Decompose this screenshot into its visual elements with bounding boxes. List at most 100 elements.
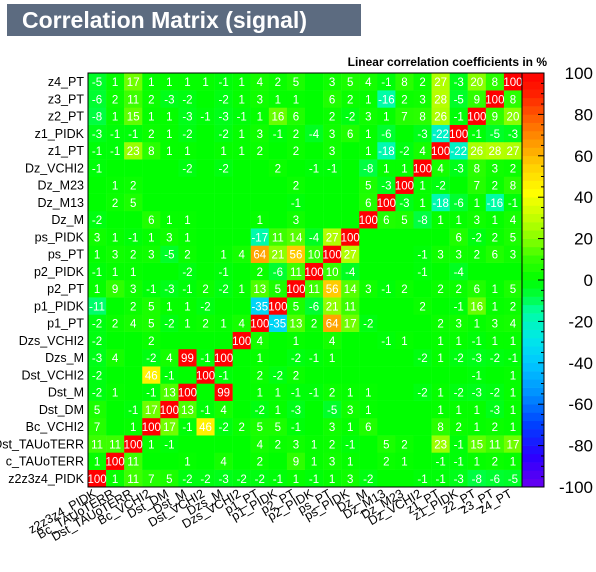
- heatmap-cell: [395, 349, 414, 367]
- heatmap-cell: [88, 469, 107, 488]
- heatmap-cell: [395, 73, 414, 91]
- heatmap-cell: [268, 262, 288, 281]
- cell-value-label: 26: [434, 112, 447, 124]
- cell-value-label: 1: [112, 181, 118, 193]
- cell-value-label: 1: [401, 336, 407, 348]
- heatmap-cell: [124, 314, 143, 332]
- heatmap-cell: [485, 159, 505, 177]
- heatmap-cell: [88, 297, 107, 315]
- heatmap-cell: [268, 400, 288, 419]
- heatmap-cell: [106, 262, 125, 281]
- heatmap-cell: [196, 331, 215, 350]
- cell-value-label: 3: [492, 319, 498, 331]
- heatmap-cell: [485, 349, 505, 367]
- heatmap-cell: [485, 314, 505, 332]
- cell-value-label: 1: [329, 353, 335, 365]
- colorbar-tick-label: -20: [568, 312, 593, 331]
- heatmap-cell: [160, 228, 179, 246]
- cell-value-label: -3: [454, 163, 464, 175]
- cell-value-label: -1: [237, 112, 247, 124]
- cell-value-label: 6: [293, 112, 299, 124]
- heatmap-cell: [232, 366, 251, 384]
- heatmap-cell: [359, 469, 378, 488]
- heatmap-cell: [305, 469, 324, 488]
- cell-value-label: 100: [124, 439, 143, 451]
- cell-value-label: -2: [182, 129, 192, 141]
- cell-value-label: 2: [112, 319, 118, 331]
- cell-value-label: 2: [437, 284, 443, 296]
- heatmap-cell: [323, 314, 342, 332]
- heatmap-cell: [268, 469, 288, 488]
- cell-value-label: 11: [489, 439, 501, 451]
- heatmap-cell: [196, 435, 215, 453]
- colorbar-band: [522, 371, 544, 380]
- cell-value-label: 2: [184, 250, 190, 262]
- heatmap-cell: [449, 211, 468, 229]
- heatmap-cell: [124, 331, 143, 350]
- heatmap-cell: [449, 176, 468, 194]
- heatmap-cell: [341, 469, 360, 488]
- colorbar-tick-label: 20: [574, 230, 593, 249]
- heatmap-cell: [359, 176, 378, 194]
- heatmap-cell: [341, 297, 360, 315]
- cell-value-label: 4: [510, 215, 517, 227]
- heatmap-cell: [88, 452, 107, 470]
- colorbar-band: [522, 354, 544, 364]
- heatmap-cell: [395, 262, 414, 281]
- heatmap-cell: [142, 314, 161, 332]
- heatmap-cell: [268, 435, 288, 453]
- cell-value-label: -2: [200, 474, 210, 486]
- heatmap-cell: [305, 297, 324, 315]
- cell-value-label: 3: [329, 77, 335, 89]
- cell-value-label: 16: [271, 112, 284, 124]
- heatmap-cell: [503, 262, 523, 281]
- cell-value-label: 6: [492, 250, 498, 262]
- heatmap-cell: [485, 245, 505, 263]
- heatmap-cell: [485, 124, 505, 143]
- heatmap-cell: [359, 142, 378, 160]
- heatmap-cell: [250, 211, 270, 229]
- cell-value-label: 17: [163, 422, 176, 434]
- cell-value-label: -6: [490, 474, 500, 486]
- heatmap-cell: [485, 193, 505, 212]
- cell-value-label: 3: [474, 215, 480, 227]
- y-tick-label: c_TAUoTERR: [6, 455, 84, 469]
- cell-value-label: 2: [437, 319, 443, 331]
- heatmap-cell: [286, 107, 306, 125]
- heatmap-cell: [178, 73, 197, 91]
- heatmap-cell: [160, 400, 179, 419]
- heatmap-cell: [449, 452, 468, 470]
- heatmap-cell: [196, 366, 215, 384]
- cell-value-label: 100: [142, 422, 161, 434]
- cell-value-label: 15: [127, 112, 140, 124]
- cell-value-label: -2: [219, 129, 229, 141]
- heatmap-cell: [431, 262, 450, 281]
- y-tick-label: z1_PT: [48, 144, 84, 158]
- heatmap-cell: [160, 176, 179, 194]
- heatmap-cell: [106, 452, 125, 470]
- cell-value-label: 3: [456, 250, 462, 262]
- cell-value-label: 100: [413, 163, 432, 175]
- cell-value-label: -2: [363, 474, 373, 486]
- cell-value-label: 11: [308, 284, 320, 296]
- cell-value-label: 1: [329, 474, 335, 486]
- heatmap-cell: [196, 211, 215, 229]
- cell-value-label: 28: [434, 94, 447, 106]
- cell-value-label: -1: [309, 353, 319, 365]
- heatmap-cell: [341, 124, 360, 143]
- cell-value-label: 3: [365, 284, 371, 296]
- cell-value-label: 13: [163, 388, 176, 400]
- heatmap-cell: [232, 297, 251, 315]
- cell-value-label: -3: [472, 353, 482, 365]
- colorbar-band: [522, 404, 544, 413]
- cell-value-label: 20: [470, 77, 483, 89]
- heatmap-cell: [124, 73, 143, 91]
- heatmap-cell: [160, 73, 179, 91]
- heatmap-cell: [449, 262, 468, 281]
- heatmap-cell: [467, 107, 487, 125]
- cell-value-label: 2: [492, 181, 498, 193]
- heatmap-cell: [268, 452, 288, 470]
- cell-value-label: 1: [419, 198, 425, 210]
- heatmap-cell: [232, 142, 251, 160]
- cell-value-label: -5: [92, 77, 102, 89]
